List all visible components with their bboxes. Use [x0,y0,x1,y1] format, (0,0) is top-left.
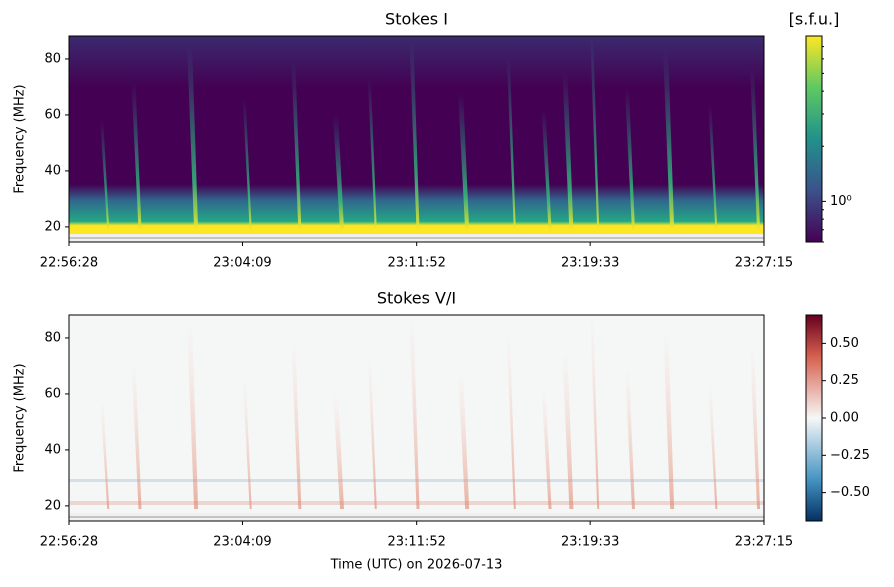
burst-streak [562,73,574,230]
burst-streak [506,57,516,230]
y-tick-label: 40 [44,442,61,457]
burst-streak [187,46,199,230]
y-tick-label: 20 [44,498,61,513]
burst-streak [590,36,600,230]
burst-streak [333,115,345,230]
burst-streak [333,394,345,509]
colorbar-tick-label: −0.25 [830,448,870,463]
burst-streak [458,373,470,509]
colorbar-tick-label: 0.50 [830,336,859,351]
burst-streak [750,68,761,230]
burst-streak [663,331,675,509]
y-axis-label: Frequency (MHz) [13,363,28,472]
burst-streak [663,52,675,230]
panel-title: Stokes V/I [377,289,456,308]
burst-streak [187,325,199,509]
x-tick-label: 23:04:09 [213,256,271,271]
colorbar-tick-label: 0.25 [830,373,859,388]
burst-streak [242,378,252,509]
spectrogram [69,315,764,521]
colorbar-label: [s.f.u.] [789,10,840,29]
burst-streak [131,362,142,509]
burst-streak [100,399,110,509]
burst-streak [750,347,761,509]
x-tick-label: 23:19:33 [561,535,619,550]
y-tick-label: 80 [44,330,61,345]
burst-streak [458,94,470,230]
x-tick-label: 23:27:15 [735,535,793,550]
burst-streak [409,320,420,509]
burst-streak [131,83,142,230]
x-axis-label: Time (UTC) on 2026-07-13 [330,558,503,573]
x-tick-label: 23:27:15 [735,256,793,271]
y-tick-label: 20 [44,219,61,234]
burst-streak [506,336,516,509]
burst-streak [409,41,420,230]
panel-title: Stokes I [385,10,448,29]
burst-streak [291,62,302,230]
y-tick-label: 40 [44,163,61,178]
x-tick-label: 22:56:28 [40,256,98,271]
burst-streak [100,120,110,230]
burst-streak [291,341,302,509]
colorbar-tick-label: −0.50 [830,485,870,500]
burst-streak [624,368,635,509]
burst-streak [708,105,718,230]
x-tick-label: 22:56:28 [40,535,98,550]
burst-streak [541,389,552,509]
burst-streak [367,357,377,509]
colorbar [805,314,823,522]
colorbar-tick-label: 0.00 [830,411,859,426]
colorbar-tick-label: 10⁰ [830,194,852,209]
burst-streak [590,315,600,509]
burst-streak [708,384,718,509]
y-tick-label: 60 [44,107,61,122]
x-tick-label: 23:04:09 [213,535,271,550]
burst-streak [367,78,377,230]
y-tick-label: 60 [44,386,61,401]
burst-streak [242,99,252,230]
burst-streak [624,89,635,230]
burst-streak [541,110,552,230]
burst-streak [562,352,574,509]
x-tick-label: 23:11:52 [387,256,445,271]
spectrogram [69,36,764,242]
x-tick-label: 23:19:33 [561,256,619,271]
y-axis-label: Frequency (MHz) [13,84,28,193]
x-tick-label: 23:11:52 [387,535,445,550]
colorbar [805,35,823,243]
y-tick-label: 80 [44,51,61,66]
